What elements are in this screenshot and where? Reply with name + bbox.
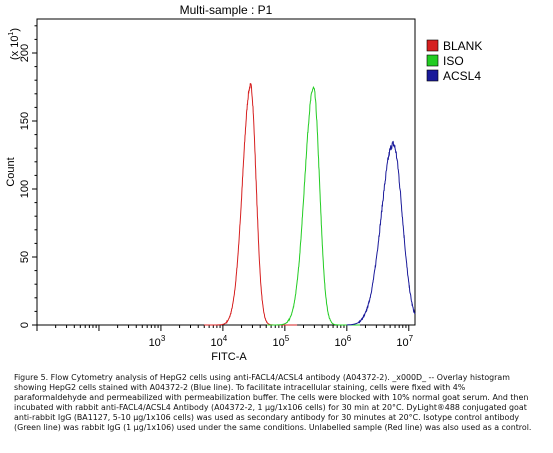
plot-frame [36, 18, 416, 326]
x-tick-exp: 3 [161, 334, 166, 343]
y-axis: 0 50 100 150 200 [19, 25, 37, 328]
y-tick-label: 100 [19, 180, 31, 198]
y-tick-label: 150 [19, 112, 31, 130]
x-tick-label: 105 [273, 334, 290, 349]
svg-text:(x 101): (x 101) [8, 28, 21, 60]
series-line-acsl4 [346, 140, 416, 326]
y-multiplier-label: (x 10 [9, 36, 21, 60]
chart-title: Multi-sample : P1 [180, 3, 273, 17]
x-tick-base: 10 [396, 337, 408, 349]
x-tick-label: 107 [396, 334, 413, 349]
x-tick-label: 104 [211, 334, 228, 349]
y-tick-label: 0 [19, 322, 31, 328]
x-tick-base: 10 [334, 337, 346, 349]
x-tick-base: 10 [149, 337, 161, 349]
x-axis: 103 104 105 106 107 [36, 325, 414, 349]
x-tick-label: 103 [149, 334, 166, 349]
y-axis-label: Count [5, 157, 17, 186]
series-line-iso [267, 86, 360, 326]
legend-swatch-acsl4 [426, 69, 439, 82]
y-tick-label: 50 [19, 251, 31, 263]
x-axis-label: FITC-A [211, 351, 247, 363]
legend-swatch-iso [426, 54, 439, 67]
x-tick-base: 10 [273, 337, 285, 349]
x-tick-base: 10 [211, 337, 223, 349]
series-line-blank [204, 83, 298, 326]
x-tick-exp: 6 [347, 334, 352, 343]
series-lines [204, 83, 416, 326]
legend-label-iso: ISO [443, 54, 464, 68]
x-tick-label: 106 [334, 334, 351, 349]
x-tick-exp: 5 [285, 334, 290, 343]
y-multiplier: (x 101) [8, 28, 21, 60]
legend-label-blank: BLANK [443, 39, 482, 53]
legend-swatch-blank [426, 39, 439, 52]
x-tick-exp: 4 [223, 334, 228, 343]
figure-caption: Figure 5. Flow Cytometry analysis of Hep… [14, 373, 532, 432]
x-tick-exp: 7 [409, 334, 414, 343]
y-multiplier-exp: 1 [8, 32, 15, 36]
legend-label-acsl4: ACSL4 [443, 69, 481, 83]
y-tick-label: 200 [19, 44, 31, 62]
